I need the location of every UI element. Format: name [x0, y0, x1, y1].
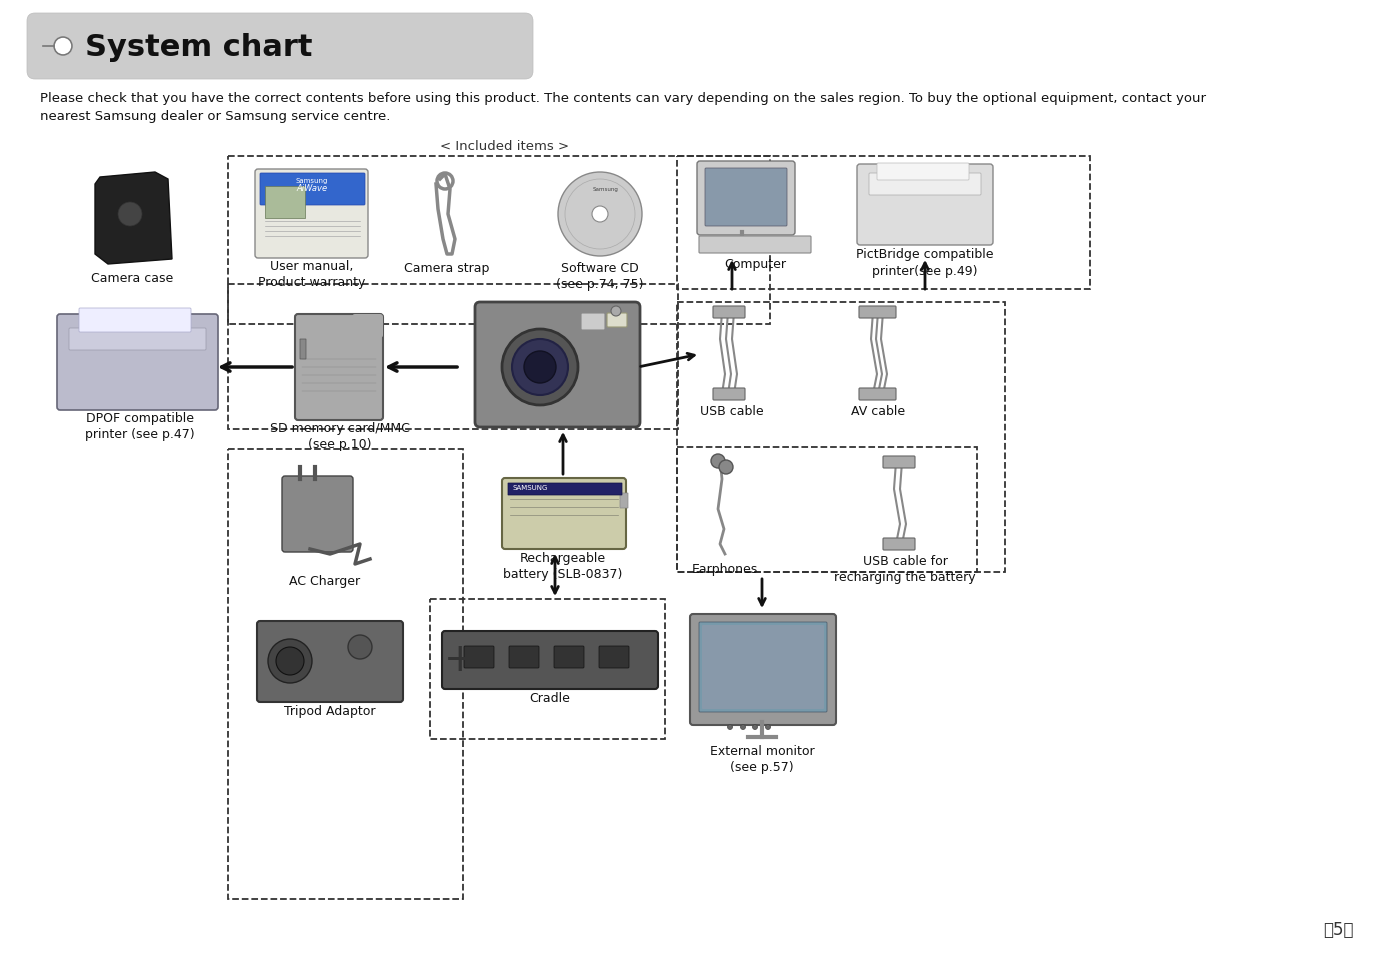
FancyBboxPatch shape [713, 389, 744, 400]
FancyBboxPatch shape [282, 476, 354, 553]
FancyBboxPatch shape [503, 478, 626, 550]
Circle shape [54, 38, 72, 56]
Circle shape [720, 460, 733, 475]
Text: Please check that you have the correct contents before using this product. The c: Please check that you have the correct c… [40, 91, 1206, 105]
Circle shape [728, 724, 732, 730]
FancyBboxPatch shape [702, 625, 824, 709]
Polygon shape [95, 172, 173, 265]
Text: nearest Samsung dealer or Samsung service centre.: nearest Samsung dealer or Samsung servic… [40, 110, 391, 123]
Text: System chart: System chart [86, 32, 312, 61]
FancyBboxPatch shape [510, 646, 539, 668]
Text: AC Charger: AC Charger [290, 575, 360, 587]
Circle shape [117, 203, 142, 227]
FancyBboxPatch shape [713, 307, 744, 318]
Circle shape [523, 352, 557, 384]
Circle shape [268, 639, 312, 683]
FancyBboxPatch shape [442, 631, 657, 689]
FancyBboxPatch shape [475, 303, 639, 428]
FancyBboxPatch shape [79, 309, 191, 333]
FancyBboxPatch shape [699, 236, 811, 253]
Circle shape [711, 455, 725, 469]
FancyBboxPatch shape [697, 162, 795, 235]
Text: Earphones: Earphones [692, 562, 758, 576]
FancyBboxPatch shape [882, 456, 916, 469]
Text: Tripod Adaptor: Tripod Adaptor [284, 704, 376, 718]
FancyBboxPatch shape [28, 14, 533, 80]
Text: USB cable for
recharging the battery: USB cable for recharging the battery [834, 555, 976, 584]
Text: User manual,
Product warranty: User manual, Product warranty [258, 260, 366, 289]
Text: Samsung: Samsung [296, 178, 329, 184]
Circle shape [765, 724, 771, 730]
Text: Samsung: Samsung [592, 187, 619, 192]
FancyBboxPatch shape [260, 173, 365, 206]
FancyBboxPatch shape [882, 538, 916, 551]
Text: Computer: Computer [724, 257, 786, 271]
Text: Camera case: Camera case [91, 272, 173, 285]
FancyBboxPatch shape [296, 314, 383, 420]
Text: USB cable: USB cable [700, 405, 764, 417]
Circle shape [503, 330, 579, 406]
Text: Camera strap: Camera strap [405, 262, 490, 274]
FancyBboxPatch shape [57, 314, 218, 411]
FancyBboxPatch shape [257, 621, 403, 702]
Text: SD memory card/MMC
(see p.10): SD memory card/MMC (see p.10) [271, 421, 410, 451]
FancyBboxPatch shape [858, 165, 993, 246]
Circle shape [512, 339, 568, 395]
FancyBboxPatch shape [877, 164, 969, 181]
Text: PictBridge compatible
printer(see p.49): PictBridge compatible printer(see p.49) [856, 248, 994, 277]
FancyBboxPatch shape [620, 494, 628, 509]
FancyBboxPatch shape [464, 646, 494, 668]
FancyBboxPatch shape [859, 389, 896, 400]
FancyBboxPatch shape [255, 170, 367, 258]
FancyBboxPatch shape [608, 314, 627, 328]
FancyBboxPatch shape [699, 622, 827, 712]
FancyBboxPatch shape [869, 173, 981, 195]
Text: External monitor
(see p.57): External monitor (see p.57) [710, 744, 815, 774]
Text: < Included items >: < Included items > [441, 140, 569, 152]
FancyBboxPatch shape [704, 169, 787, 227]
Circle shape [558, 172, 642, 256]
FancyBboxPatch shape [508, 483, 621, 496]
FancyBboxPatch shape [300, 339, 307, 359]
Text: AiWave: AiWave [297, 184, 327, 193]
Circle shape [348, 636, 371, 659]
Text: SAMSUNG: SAMSUNG [512, 484, 548, 491]
Circle shape [592, 207, 608, 223]
Text: Cradle: Cradle [529, 691, 570, 704]
FancyBboxPatch shape [265, 187, 305, 219]
Text: AV cable: AV cable [851, 405, 905, 417]
FancyBboxPatch shape [554, 646, 584, 668]
FancyBboxPatch shape [690, 615, 836, 725]
Text: Rechargeable
battery (SLB-0837): Rechargeable battery (SLB-0837) [503, 552, 623, 581]
Text: DPOF compatible
printer (see p.47): DPOF compatible printer (see p.47) [86, 412, 195, 441]
Circle shape [610, 307, 621, 316]
FancyBboxPatch shape [599, 646, 628, 668]
Text: +: + [443, 640, 476, 679]
FancyBboxPatch shape [69, 329, 206, 351]
Circle shape [276, 647, 304, 676]
Text: 〇5〉: 〇5〉 [1323, 920, 1353, 938]
FancyBboxPatch shape [352, 314, 383, 338]
Circle shape [753, 724, 758, 730]
FancyBboxPatch shape [581, 314, 605, 331]
Text: Software CD
(see p.74, 75): Software CD (see p.74, 75) [557, 262, 644, 292]
FancyBboxPatch shape [859, 307, 896, 318]
Circle shape [740, 724, 746, 730]
